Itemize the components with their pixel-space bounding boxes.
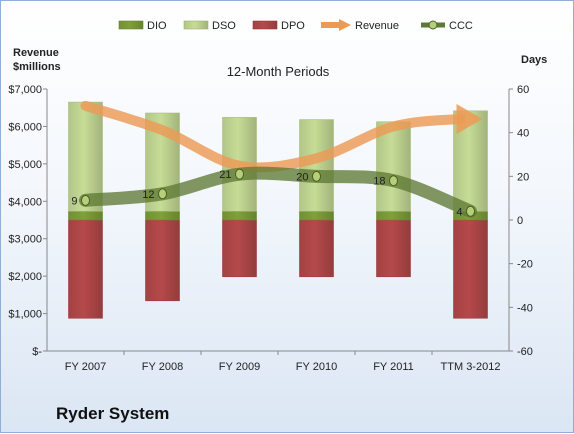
right-tick-label: 20 — [517, 171, 529, 183]
ccc-data-label: 4 — [456, 206, 462, 218]
ccc-data-label: 21 — [219, 169, 231, 181]
ccc-point — [81, 194, 90, 206]
bar-dio — [145, 210, 180, 221]
company-name: Ryder System — [56, 404, 170, 423]
right-axis-label: Days — [521, 54, 547, 66]
left-tick-label: $5,000 — [8, 159, 42, 171]
left-axis-label: Revenue — [13, 47, 59, 59]
ccc-data-label: 20 — [296, 171, 308, 183]
ccc-data-label: 12 — [142, 189, 154, 201]
right-tick-label: -40 — [517, 302, 533, 314]
ccc-point — [466, 205, 475, 217]
left-tick-label: $2,000 — [8, 271, 42, 283]
left-tick-label: $4,000 — [8, 196, 42, 208]
bar-dio — [68, 210, 103, 221]
bar-dpo — [222, 219, 257, 278]
revenue-arrowhead — [456, 103, 483, 134]
legend-label-ccc: CCC — [449, 20, 473, 32]
legend-swatch-dpo — [252, 20, 278, 30]
legend-label-dio: DIO — [147, 20, 167, 32]
legend-swatch-ccc-marker — [428, 20, 438, 30]
bar-dio — [299, 210, 334, 221]
legend-swatch-dso — [183, 20, 209, 30]
x-tick-label: FY 2008 — [142, 361, 183, 373]
revenue-line — [80, 100, 466, 173]
x-tick-label: FY 2009 — [219, 361, 260, 373]
bar-dpo — [145, 219, 180, 302]
right-tick-label: 0 — [517, 215, 523, 227]
bar-dio — [376, 210, 411, 221]
chart-title: 12-Month Periods — [227, 64, 330, 79]
bar-dso — [376, 121, 411, 212]
ccc-point — [312, 170, 321, 182]
right-tick-label: -60 — [517, 346, 533, 358]
bar-dso — [68, 101, 103, 212]
bar-dpo — [68, 219, 103, 319]
left-tick-label: $3,000 — [8, 234, 42, 246]
x-tick-label: FY 2010 — [296, 361, 337, 373]
legend-label-dpo: DPO — [281, 20, 305, 32]
legend-label-revenue: Revenue — [355, 20, 399, 32]
ccc-point — [158, 188, 167, 200]
left-tick-label: $1,000 — [8, 309, 42, 321]
left-tick-label: $6,000 — [8, 121, 42, 133]
bar-dio — [222, 210, 257, 221]
left-tick-label: $- — [32, 346, 42, 358]
legend-swatch-dio — [118, 20, 144, 30]
x-tick-label: FY 2011 — [373, 361, 414, 373]
left-axis-label-unit: $millions — [13, 61, 61, 73]
x-tick-label: FY 2007 — [65, 361, 106, 373]
ccc-data-label: 9 — [71, 195, 77, 207]
ccc-line — [79, 166, 477, 218]
legend-label-dso: DSO — [212, 20, 236, 32]
right-tick-label: 40 — [517, 128, 529, 140]
right-tick-label: -20 — [517, 259, 533, 271]
left-tick-label: $7,000 — [8, 84, 42, 96]
ccc-data-label: 18 — [373, 176, 385, 188]
x-tick-label: TTM 3-2012 — [441, 361, 501, 373]
bar-dpo — [453, 219, 488, 319]
bar-dpo — [376, 219, 411, 278]
bar-dpo — [299, 219, 334, 278]
legend-swatch-revenue-head — [339, 19, 351, 31]
right-tick-label: 60 — [517, 84, 529, 96]
ccc-point — [235, 168, 244, 180]
ccc-point — [389, 175, 398, 187]
